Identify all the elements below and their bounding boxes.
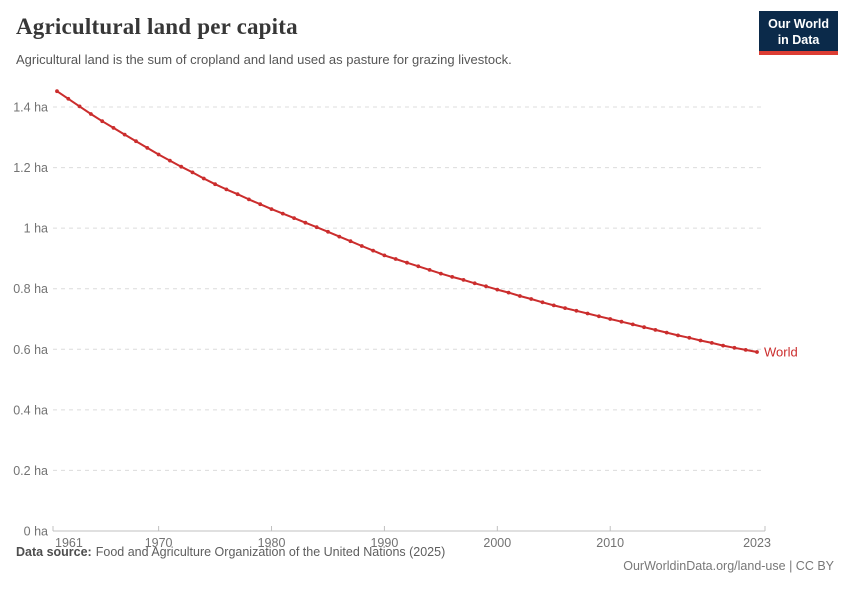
x-axis-label: 1970 [145, 536, 173, 550]
data-point[interactable] [235, 192, 240, 197]
x-axis-label: 2023 [743, 536, 771, 550]
chart-footer: Data source: Food and Agriculture Organiz… [16, 545, 834, 587]
data-point[interactable] [77, 104, 82, 109]
footer-source: Data source: Food and Agriculture Organiz… [16, 545, 445, 587]
data-point[interactable] [450, 275, 455, 279]
data-point[interactable] [111, 126, 116, 130]
data-point[interactable] [190, 170, 195, 175]
data-point[interactable] [506, 290, 511, 295]
data-point[interactable] [348, 239, 353, 244]
data-point[interactable] [371, 248, 375, 253]
data-point[interactable] [179, 164, 184, 169]
owid-logo[interactable]: Our World in Data [759, 11, 838, 55]
footer-citation: OurWorldinData.org/land-use | CC BY [602, 545, 834, 587]
owid-logo-line2: in Data [777, 33, 820, 47]
data-point[interactable] [642, 325, 646, 330]
data-point[interactable] [619, 319, 624, 324]
data-point[interactable] [439, 271, 443, 276]
y-axis-label: 1.2 ha [13, 161, 48, 175]
data-point[interactable] [258, 202, 263, 207]
owid-logo-line1: Our World [768, 17, 829, 31]
y-axis-label: 0.8 ha [13, 282, 48, 296]
world-line[interactable] [56, 90, 758, 353]
data-point[interactable] [134, 139, 138, 144]
data-point[interactable] [574, 308, 579, 313]
data-point[interactable] [382, 253, 387, 258]
data-point[interactable] [314, 225, 319, 230]
series-label-world[interactable]: World [764, 345, 798, 360]
data-point[interactable] [416, 264, 421, 269]
data-point[interactable] [122, 132, 127, 137]
data-point[interactable] [359, 244, 364, 248]
data-point[interactable] [213, 182, 218, 187]
data-point[interactable] [484, 284, 488, 289]
data-point[interactable] [608, 317, 613, 321]
data-point[interactable] [100, 119, 105, 124]
data-point[interactable] [709, 341, 714, 345]
data-point[interactable] [687, 335, 692, 340]
y-axis-label: 0.6 ha [13, 343, 48, 357]
data-point[interactable] [405, 260, 409, 265]
data-point[interactable] [168, 158, 172, 163]
x-axis-label: 2000 [483, 536, 511, 550]
data-point[interactable] [326, 229, 330, 234]
data-point[interactable] [224, 187, 229, 192]
y-axis-label: 0 ha [24, 525, 48, 539]
x-axis-label: 2010 [596, 536, 624, 550]
data-point[interactable] [201, 176, 206, 181]
data-point[interactable] [529, 297, 534, 301]
data-point[interactable] [551, 303, 556, 308]
license-link[interactable]: CC BY [795, 559, 834, 573]
data-point[interactable] [563, 306, 567, 310]
data-point[interactable] [461, 278, 466, 282]
data-point[interactable] [676, 333, 680, 338]
x-axis-label: 1980 [258, 536, 286, 550]
data-point[interactable] [732, 345, 737, 350]
source-text[interactable]: Food and Agriculture Organization of the… [95, 545, 446, 559]
data-point[interactable] [698, 338, 703, 343]
page-title: Agricultural land per capita [16, 14, 298, 39]
data-point[interactable] [664, 330, 669, 335]
data-point[interactable] [743, 348, 748, 352]
data-point[interactable] [89, 112, 93, 116]
data-point[interactable] [337, 234, 342, 239]
data-point[interactable] [472, 281, 477, 286]
y-axis-label: 0.4 ha [13, 403, 48, 417]
y-axis-label: 0.2 ha [13, 464, 48, 478]
x-axis-label: 1990 [370, 536, 398, 550]
data-point[interactable] [597, 314, 601, 319]
y-axis-label: 1 ha [24, 222, 48, 236]
data-point[interactable] [427, 268, 432, 272]
data-point[interactable] [585, 311, 590, 316]
x-axis-label: 1961 [55, 536, 83, 550]
data-point[interactable] [495, 287, 500, 292]
data-point[interactable] [630, 322, 635, 327]
data-point[interactable] [280, 211, 285, 216]
data-point[interactable] [721, 343, 725, 348]
data-point[interactable] [653, 328, 658, 332]
data-point[interactable] [518, 294, 522, 298]
data-point[interactable] [303, 220, 308, 225]
source-label: Data source: [16, 545, 92, 559]
data-point[interactable] [755, 350, 759, 354]
data-point[interactable] [55, 89, 59, 94]
data-point[interactable] [393, 257, 398, 261]
chart-subtitle: Agricultural land is the sum of cropland… [16, 52, 512, 67]
data-point[interactable] [145, 146, 150, 150]
data-point[interactable] [156, 152, 161, 157]
data-point[interactable] [269, 207, 274, 212]
citation-link[interactable]: OurWorldinData.org/land-use [623, 559, 786, 573]
data-point[interactable] [540, 300, 545, 305]
data-point[interactable] [292, 216, 296, 221]
citation-separator: | [785, 559, 796, 573]
data-point[interactable] [247, 197, 251, 202]
data-point[interactable] [66, 96, 71, 101]
y-axis-label: 1.4 ha [13, 101, 48, 115]
